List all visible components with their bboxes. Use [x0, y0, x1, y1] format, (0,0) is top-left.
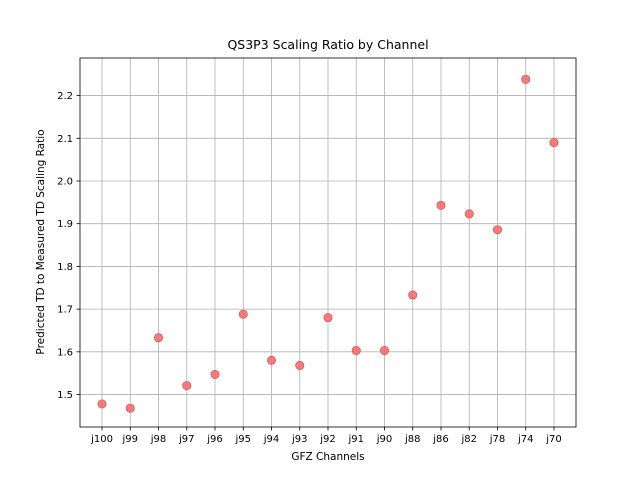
y-tick-label: 2.0 — [57, 177, 73, 188]
x-tick-label: j78 — [489, 434, 506, 445]
y-axis-title: Predicted TD to Measured TD Scaling Rati… — [35, 129, 47, 354]
data-point-j93 — [295, 360, 305, 370]
grid-vertical — [101, 58, 555, 427]
x-tick-label: j99 — [121, 434, 138, 445]
data-point-j74 — [521, 74, 531, 84]
y-tick-label: 2.1 — [57, 134, 73, 145]
data-point-j91 — [351, 346, 361, 356]
data-point-j95 — [238, 309, 248, 319]
x-tick-label: j95 — [234, 434, 251, 445]
x-axis: j100 j99 j98 j97 j96 j95 j94 j93 j92 j91 j90 j88 j86… — [90, 427, 562, 445]
x-tick-label: j86 — [432, 434, 449, 445]
data-point-j82 — [464, 209, 474, 219]
data-point-j78 — [492, 225, 502, 235]
x-tick-label: j91 — [347, 434, 364, 445]
x-tick-label: j93 — [291, 434, 308, 445]
y-tick-label: 1.9 — [57, 219, 73, 230]
data-point-j94 — [266, 355, 276, 365]
data-point-j88 — [408, 290, 418, 300]
x-tick-label: j92 — [319, 434, 336, 445]
data-point-j96 — [210, 369, 220, 379]
x-tick-label: j74 — [517, 434, 534, 445]
x-tick-label: j70 — [545, 434, 562, 445]
x-tick-label: j98 — [150, 434, 167, 445]
chart-title: QS3P3 Scaling Ratio by Channel — [227, 37, 428, 52]
y-tick-label: 1.7 — [57, 305, 73, 316]
grid-horizontal — [80, 95, 576, 395]
x-tick-label: j97 — [178, 434, 195, 445]
data-point-j86 — [436, 200, 446, 210]
data-point-j90 — [379, 346, 389, 356]
y-tick-label: 1.5 — [57, 390, 73, 401]
data-point-j92 — [323, 313, 333, 323]
data-point-j100 — [97, 399, 107, 409]
x-tick-label: j82 — [460, 434, 477, 445]
x-tick-label: j88 — [404, 434, 421, 445]
data-point-j98 — [154, 333, 164, 343]
y-tick-label: 1.6 — [57, 347, 73, 358]
x-axis-title: GFZ Channels — [291, 451, 364, 463]
data-points — [97, 74, 559, 413]
y-tick-label: 1.8 — [57, 262, 73, 273]
data-point-j70 — [549, 138, 559, 148]
x-tick-label: j90 — [376, 434, 393, 445]
x-tick-label: j96 — [206, 434, 223, 445]
data-point-j97 — [182, 381, 192, 391]
y-tick-label: 2.2 — [57, 91, 73, 102]
data-point-j99 — [125, 403, 135, 413]
x-tick-label: j94 — [263, 434, 280, 445]
x-tick-label: j100 — [90, 434, 113, 445]
y-axis: 1.5 1.6 1.7 1.8 1.9 2.0 2.1 2.2 — [57, 91, 80, 401]
